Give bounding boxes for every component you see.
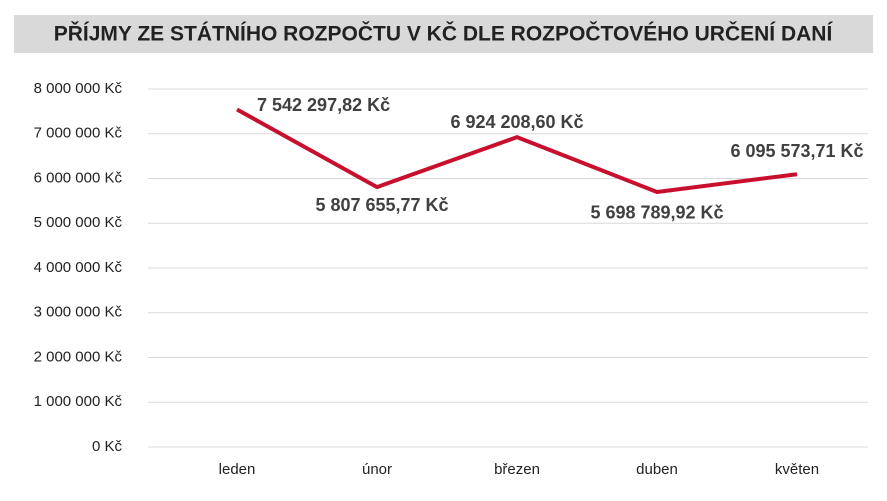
line [236, 107, 798, 194]
data-label: 5 807 655,77 Kč [315, 195, 448, 215]
title-bar [14, 15, 873, 53]
data-label: 7 542 297,82 Kč [257, 95, 390, 115]
x-tick-label: březen [494, 461, 540, 478]
y-tick-label: 8 000 000 Kč [34, 80, 123, 97]
y-tick-label: 6 000 000 Kč [34, 169, 123, 186]
y-tick-label: 5 000 000 Kč [34, 214, 123, 231]
x-tick-label: leden [219, 461, 256, 478]
y-tick-label: 7 000 000 Kč [34, 125, 123, 142]
x-tick-label: duben [636, 461, 678, 478]
x-tick-label: květen [775, 461, 819, 478]
data-label: 5 698 789,92 Kč [590, 203, 723, 223]
y-tick-label: 4 000 000 Kč [34, 259, 123, 276]
data-label: 6 095 573,71 Kč [730, 141, 863, 161]
x-tick-label: únor [362, 461, 392, 478]
y-tick-label: 2 000 000 Kč [34, 348, 123, 365]
data-label: 6 924 208,60 Kč [450, 112, 583, 132]
y-tick-label: 3 000 000 Kč [34, 304, 123, 321]
y-tick-label: 0 Kč [92, 438, 123, 455]
chart-title: PŘÍJMY ZE STÁTNÍHO ROZPOČTU V KČ DLE ROZ… [54, 22, 834, 46]
y-tick-label: 1 000 000 Kč [34, 393, 123, 410]
